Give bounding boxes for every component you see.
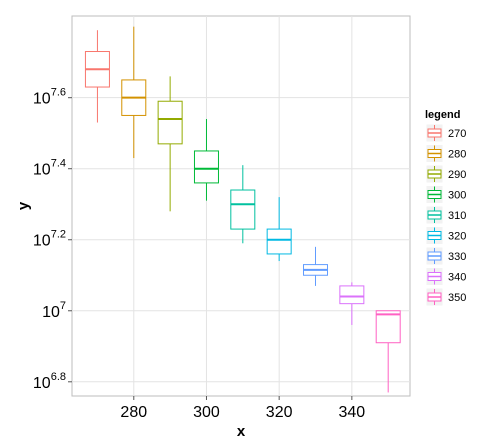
box-group-310	[230, 165, 256, 244]
legend-label: 270	[448, 128, 466, 140]
box-body	[339, 285, 365, 305]
box-body	[375, 310, 401, 344]
legend-item-320: 320	[425, 226, 466, 245]
legend-item-290: 290	[425, 164, 466, 184]
y-tick-label: 107.2	[33, 229, 66, 250]
box-plots	[84, 26, 401, 393]
box-body	[230, 189, 256, 230]
legend-label: 290	[448, 169, 466, 181]
legend-item-300: 300	[425, 185, 466, 204]
y-tick-label: 106.8	[33, 371, 66, 392]
legend-item-280: 280	[425, 144, 466, 163]
legend-item-340: 340	[425, 267, 466, 286]
x-tick-label: 300	[193, 404, 220, 421]
legend-title: legend	[425, 109, 460, 121]
y-tick-label: 107	[42, 300, 66, 321]
box-group-300	[193, 118, 219, 201]
box-group-340	[339, 282, 365, 325]
y-axis-title: y	[15, 201, 32, 210]
y-tick-label: 107.4	[33, 158, 66, 179]
x-tick-label: 340	[338, 404, 365, 421]
box-group-330	[303, 246, 329, 286]
legend-label: 340	[448, 272, 466, 284]
box-group-270	[84, 30, 110, 123]
y-tick-label: 107.6	[33, 87, 66, 108]
y-axis-ticks: 106.8 107 107.2 107.4 107.6	[33, 87, 72, 392]
legend-item-310: 310	[425, 205, 466, 225]
box-group-290	[157, 76, 183, 212]
legend-label: 320	[448, 231, 466, 243]
box-body	[266, 228, 292, 255]
x-tick-label: 320	[266, 404, 293, 421]
legend-label: 300	[448, 190, 466, 202]
x-tick-label: 280	[120, 404, 147, 421]
legend-item-330: 330	[425, 246, 466, 266]
legend-label: 330	[448, 251, 466, 263]
legend: legend 270 280 290 300 310 320 330 340 350	[425, 109, 466, 307]
legend-item-270: 270	[425, 123, 466, 143]
box-body	[157, 100, 183, 145]
x-axis-ticks: 280 300 320 340	[120, 396, 365, 421]
box-group-350	[375, 310, 401, 393]
legend-label: 310	[448, 210, 466, 222]
legend-label: 350	[448, 292, 466, 304]
legend-label: 280	[448, 149, 466, 161]
box-group-320	[266, 197, 292, 262]
box-group-280	[121, 26, 147, 159]
legend-item-350: 350	[425, 287, 466, 307]
x-axis-title: x	[237, 423, 246, 440]
box-body	[193, 150, 219, 184]
